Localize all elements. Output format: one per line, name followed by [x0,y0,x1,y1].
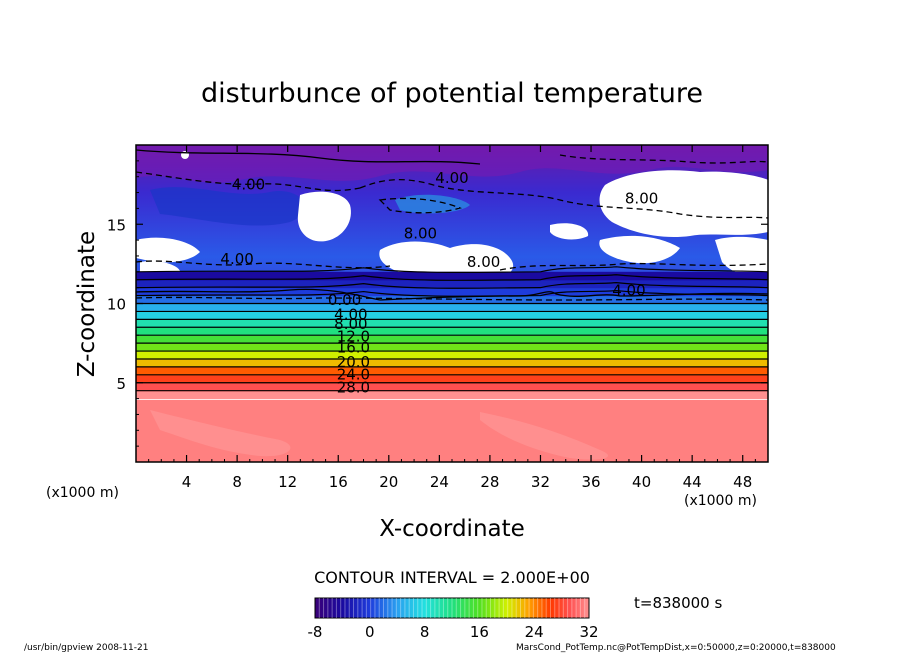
x-unit-left: (x1000 m) [46,485,119,501]
contour-label: 4.00 [612,282,645,300]
layer-band [136,279,768,289]
colorbar-ticks: -8 0 8 16 24 32 [308,623,599,641]
layer-band [136,295,768,305]
layer-band [136,319,768,328]
layer-band [136,351,768,360]
upper-region-deep [150,187,305,226]
x-tick-label: 16 [329,473,348,491]
x-tick-label: 4 [182,473,192,491]
footer-left: /usr/bin/gpview 2008-11-21 [24,643,148,653]
layer-band [136,327,768,336]
upper-region-core [395,194,470,214]
colorbar-tick-label: 16 [470,623,489,641]
stable-layer-contours [136,266,768,392]
contour-label: 28.0 [337,378,370,396]
time-label: t=838000 s [634,594,722,612]
contour-label: 8.00 [467,253,500,271]
contour-label: 4.00 [232,175,265,193]
x-tick-label: 36 [581,473,600,491]
contour-label: 4.00 [435,169,468,187]
layer-band [136,271,768,281]
contour-label: 20.0 [337,353,370,371]
x-tick-label: 44 [683,473,702,491]
layer-band [136,343,768,352]
contour-label: 8.00 [625,190,658,208]
x-tick-label: 8 [232,473,242,491]
contour-line [136,289,768,297]
chart-title: disturbunce of potential temperature [201,78,703,109]
x-axis-title: X-coordinate [379,516,525,542]
layer-band [136,382,768,392]
contour-line [136,266,768,274]
x-tick-label: 28 [480,473,499,491]
layer-band [136,358,768,368]
footer-right: MarsCond_PotTemp.nc@PotTempDist,x=0:5000… [516,643,836,653]
x-unit-right: (x1000 m) [684,493,757,509]
colorbar-tick-label: 8 [420,623,430,641]
lower-region-mottling [150,410,609,460]
contour-label: 4.00 [220,250,253,268]
contour-label: 24.0 [337,366,370,384]
colorbar-tick-label: 24 [525,623,544,641]
x-tick-label: 12 [278,473,297,491]
layer-band [136,374,768,384]
x-tick-label: 32 [531,473,550,491]
x-tick-label: 40 [632,473,651,491]
layer-band [136,303,768,313]
x-tick-label: 24 [430,473,449,491]
colorbar-tick-label: 32 [579,623,598,641]
contour-label: 12.0 [337,328,370,346]
layer-band [136,287,768,297]
contour-line [136,282,768,289]
y-axis-title: Z-coordinate [74,231,100,377]
x-tick-label: 48 [733,473,752,491]
y-tick-label: 15 [107,216,126,234]
contour-label: 16.0 [337,339,370,357]
layer-band [136,390,768,400]
layer-band [136,311,768,320]
contour-label: 8.00 [334,315,367,333]
contour-label: 8.00 [404,225,437,243]
colorbar-tick-label: 0 [365,623,375,641]
stable-layer-bands [136,271,768,400]
colorbar [314,597,590,619]
layer-band [136,335,768,344]
colorbar-tick-label: -8 [308,623,323,641]
upper-region-mottling [136,145,768,183]
upper-contour-lines [136,149,768,301]
x-tick-label: 20 [379,473,398,491]
y-tick-label: 5 [116,375,126,393]
contour-label: 0.00 [328,291,361,309]
plot-area: 4.00 4.008.008.008.004.004.000.004.008.00… [136,145,768,462]
contour-interval: CONTOUR INTERVAL = 2.000E+00 [314,568,590,587]
contour-labels: 4.00 4.008.008.008.004.004.000.004.008.00… [220,169,658,396]
contour-line [136,274,768,281]
colorbar-stripes [318,598,586,618]
layer-band [136,366,768,376]
y-tick-label: 10 [107,296,126,314]
contour-label: 4.00 [334,305,367,323]
